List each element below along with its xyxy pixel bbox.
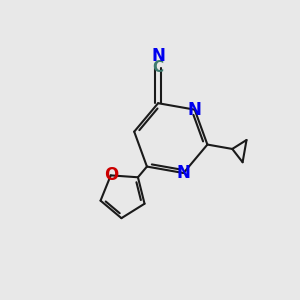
Text: O: O	[103, 167, 118, 184]
Text: N: N	[151, 47, 165, 65]
Text: N: N	[188, 101, 202, 119]
Text: C: C	[152, 60, 164, 75]
Text: N: N	[177, 164, 190, 182]
